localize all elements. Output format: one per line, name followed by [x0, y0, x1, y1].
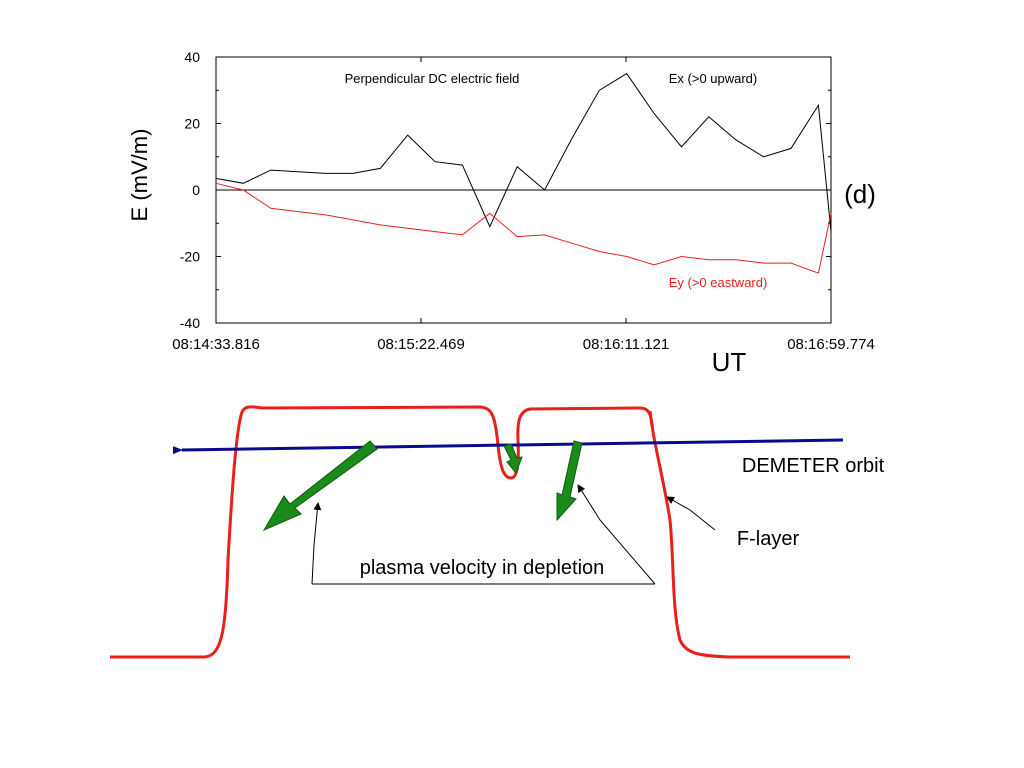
plasma-label-leader-right	[577, 484, 656, 585]
y-tick-label: 0	[192, 182, 200, 198]
plasma-label-leader	[311, 502, 322, 585]
y-tick-label: -40	[180, 315, 200, 331]
x-tick-label: 08:15:22.469	[377, 336, 465, 353]
y-tick-label: 20	[184, 116, 200, 132]
series-layer	[215, 72, 832, 274]
panel-label: (d)	[844, 179, 876, 209]
series-ex-line	[215, 72, 832, 232]
y-tick-label: 40	[184, 49, 200, 65]
y-axis-label: E (mV/m)	[127, 129, 152, 222]
flayer-label: F-layer	[737, 528, 800, 550]
x-axis: 08:14:33.816 08:15:22.469 08:16:11.121 08:1…	[172, 57, 875, 353]
legend-ey: Ey (>0 eastward)	[669, 275, 768, 290]
series-ey-line	[215, 182, 832, 274]
chart-title: Perpendicular DC electric field	[345, 71, 520, 86]
x-tick-label: 08:16:59.774	[787, 336, 875, 353]
x-tick-label: 08:14:33.816	[172, 336, 260, 353]
flayer-leader	[666, 496, 716, 531]
x-axis-label: UT	[712, 347, 747, 377]
y-axis: 40 20 0 -20 -40	[180, 49, 831, 331]
orbit-label: DEMETER orbit	[742, 455, 885, 477]
x-tick-label: 08:16:11.121	[583, 336, 669, 353]
plasma-velocity-arrow-medium	[556, 440, 583, 522]
demeter-orbit-line	[172, 438, 844, 455]
y-tick-label: -20	[180, 249, 200, 265]
flayer-glitch	[648, 410, 654, 427]
legend-ex: Ex (>0 upward)	[669, 71, 758, 86]
plasma-label: plasma velocity in depletion	[360, 557, 605, 579]
depletion-diagram: DEMETER orbit F-layer plasma velocity in…	[110, 405, 885, 659]
plasma-velocity-arrow-large	[262, 440, 378, 532]
plasma-velocity-arrow-small	[503, 443, 523, 474]
